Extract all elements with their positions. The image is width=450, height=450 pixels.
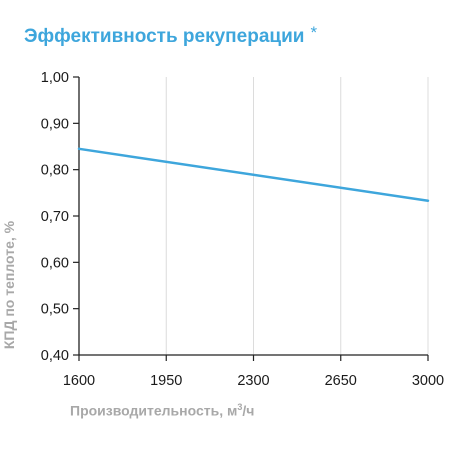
x-tick-label: 3000: [412, 373, 444, 389]
x-tick-labels: 1600 1950 2300 2650 3000: [63, 373, 444, 389]
y-axis-label: КПД по теплоте, %: [1, 220, 17, 349]
axes: [73, 76, 429, 361]
series-line: [77, 147, 430, 202]
chart-title: Эффективность рекуперации *: [24, 23, 318, 48]
y-tick-label: 0,60: [41, 255, 69, 271]
y-tick-label: 0,40: [41, 348, 69, 364]
y-tick-label: 0,50: [41, 302, 69, 318]
x-tick-label: 2300: [237, 373, 269, 389]
y-tick-label: 1,00: [41, 70, 69, 86]
series-lines: [77, 147, 430, 202]
x-axis-label: Производительность, м3/ч: [70, 402, 370, 419]
grid-lines: [165, 77, 429, 355]
x-axis-label-exponent: 3: [237, 402, 243, 412]
x-axis-label-unit: /ч: [242, 402, 255, 419]
chart-title-asterisk: *: [310, 23, 318, 42]
x-tick-label: 1600: [63, 373, 95, 389]
x-axis-label-main: Производительность, м: [70, 402, 238, 419]
y-tick-label: 0,90: [41, 116, 69, 132]
y-tick-label: 0,80: [41, 163, 69, 179]
x-tick-label: 1950: [150, 373, 182, 389]
chart-title-text: Эффективность рекуперации: [24, 26, 305, 47]
y-tick-labels: 0,40 0,50 0,60 0,70 0,80 0,90 1,00: [41, 70, 69, 364]
y-tick-label: 0,70: [41, 209, 69, 225]
x-tick-label: 2650: [325, 373, 357, 389]
